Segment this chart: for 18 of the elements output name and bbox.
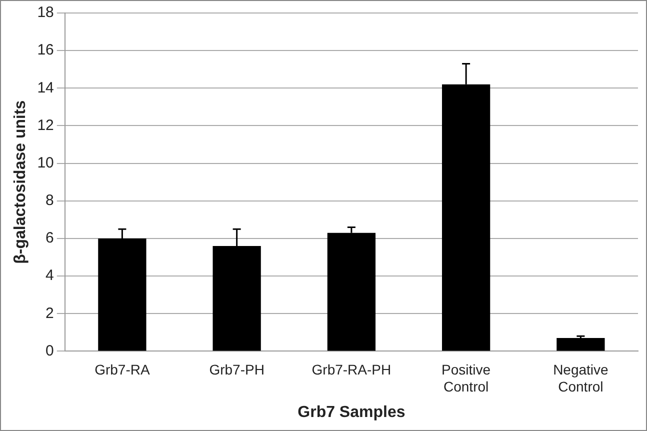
y-axis-title: β-galactosidase units bbox=[12, 100, 30, 264]
y-tick-label: 12 bbox=[37, 116, 54, 134]
y-tick-label: 6 bbox=[46, 230, 54, 247]
y-tick-label: 10 bbox=[37, 154, 54, 172]
y-tick-label: 16 bbox=[37, 42, 54, 59]
x-axis-title: Grb7 Samples bbox=[298, 404, 406, 421]
x-tick-label: Grb7-RA bbox=[94, 361, 150, 378]
y-tick-label: 0 bbox=[46, 342, 54, 360]
y-tick-label: 18 bbox=[37, 4, 54, 22]
y-tick-label: 8 bbox=[46, 192, 54, 210]
x-tick-label: Grb7-RA-PH bbox=[312, 361, 392, 378]
y-tick-label: 14 bbox=[37, 79, 54, 96]
x-tick-label: Grb7-PH bbox=[209, 361, 264, 378]
y-tick-label: 2 bbox=[46, 304, 54, 322]
x-tick-label: Positive Control bbox=[442, 361, 491, 394]
x-tick-label: Negative Control bbox=[553, 361, 609, 394]
y-tick-label: 4 bbox=[46, 267, 54, 284]
bar bbox=[556, 338, 605, 351]
